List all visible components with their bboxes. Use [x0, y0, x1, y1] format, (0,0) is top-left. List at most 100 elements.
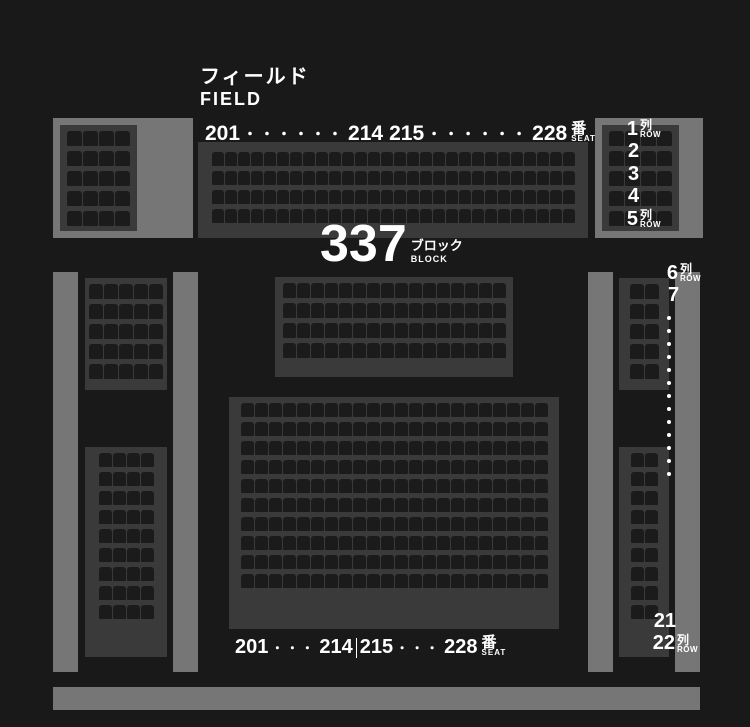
seat [537, 171, 549, 185]
seat [465, 517, 478, 531]
seat [451, 536, 464, 550]
seat [394, 152, 406, 166]
seat [550, 190, 562, 204]
seat [127, 453, 140, 467]
seat [479, 460, 492, 474]
seat [511, 209, 523, 223]
seat [115, 171, 130, 186]
seat [269, 517, 282, 531]
seat-row [241, 574, 548, 588]
seat [498, 209, 510, 223]
seat [104, 364, 118, 379]
seat [645, 453, 658, 467]
row-number: 2 [609, 140, 639, 163]
seat [535, 574, 548, 588]
row-unit: 列ROW [680, 263, 701, 283]
seat [521, 422, 534, 436]
seat [290, 152, 302, 166]
seat [485, 209, 497, 223]
seat [521, 479, 534, 493]
row-label: 4 [608, 186, 661, 209]
seat [290, 171, 302, 185]
seat [395, 574, 408, 588]
seat [498, 152, 510, 166]
seat [283, 517, 296, 531]
seat [353, 403, 366, 417]
seat [283, 422, 296, 436]
seat [99, 567, 112, 581]
seat [297, 498, 310, 512]
seat [113, 472, 126, 486]
seat [353, 323, 366, 338]
seat [437, 498, 450, 512]
seat [493, 441, 506, 455]
seat [99, 453, 112, 467]
seat [485, 171, 497, 185]
seat [212, 190, 224, 204]
seat-labels-top: 201 ・・・・・・ 214 215 ・・・・・・ 228 番 SEAT [205, 122, 585, 146]
seat [367, 403, 380, 417]
seat [311, 441, 324, 455]
seat [433, 190, 445, 204]
seat [381, 190, 393, 204]
seat [241, 536, 254, 550]
seat [316, 152, 328, 166]
seat [119, 304, 133, 319]
struct-mid-left-outer [53, 272, 78, 672]
seat [141, 491, 154, 505]
seat [381, 422, 394, 436]
seat [465, 479, 478, 493]
seat [353, 517, 366, 531]
seat [423, 517, 436, 531]
seat [339, 441, 352, 455]
seat [225, 190, 237, 204]
seat [550, 171, 562, 185]
seat [113, 529, 126, 543]
seat [225, 171, 237, 185]
seat [127, 491, 140, 505]
seat [521, 574, 534, 588]
seat [381, 498, 394, 512]
seat [99, 131, 114, 146]
seat [631, 567, 644, 581]
seat [381, 555, 394, 569]
seat [465, 403, 478, 417]
seat [238, 190, 250, 204]
seat [127, 472, 140, 486]
seat [645, 491, 658, 505]
seat [535, 517, 548, 531]
seat [251, 152, 263, 166]
seat [381, 403, 394, 417]
seat [394, 171, 406, 185]
seat [485, 152, 497, 166]
seat [83, 211, 98, 226]
seat [381, 323, 394, 338]
seat [67, 171, 82, 186]
seat [283, 479, 296, 493]
seat [451, 303, 464, 318]
seat [472, 190, 484, 204]
seat [465, 441, 478, 455]
seat-row [67, 191, 130, 206]
seat [507, 479, 520, 493]
seat [433, 171, 445, 185]
seat [283, 283, 296, 298]
seat-row [99, 453, 154, 467]
seat [353, 479, 366, 493]
seat [311, 323, 324, 338]
seat [212, 152, 224, 166]
seat [521, 460, 534, 474]
field-label-jp: フィールド [200, 60, 310, 89]
seat [67, 151, 82, 166]
seat [645, 567, 658, 581]
seat [311, 343, 324, 358]
seat [277, 209, 289, 223]
seat [493, 343, 506, 358]
seat-row [631, 567, 658, 581]
seat [311, 283, 324, 298]
row-label: 5列ROW [608, 208, 661, 231]
seat [465, 283, 478, 298]
seat [437, 574, 450, 588]
seat-row [241, 403, 548, 417]
row-dot [667, 472, 671, 476]
